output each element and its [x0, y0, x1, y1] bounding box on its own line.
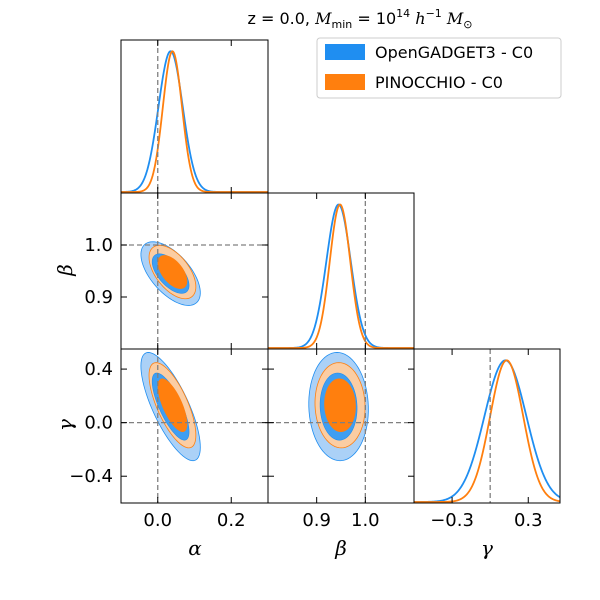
panel-frame — [267, 192, 415, 350]
x-tick-label-gamma: 0.3 — [514, 510, 543, 531]
contour-1sigma-pinocchio — [324, 378, 356, 433]
legend-label-pinocchio: PINOCCHIO - C0 — [375, 73, 503, 92]
panel-alpha-alpha — [120, 39, 269, 194]
marginal-curve-pinocchio — [414, 359, 560, 503]
y-tick-label-gamma: −0.4 — [69, 466, 113, 487]
panel-beta-gamma — [267, 348, 415, 504]
panel-content — [268, 193, 414, 349]
marginal-curve-opengadget3 — [268, 203, 414, 349]
panel-alpha-beta — [120, 192, 269, 350]
legend: OpenGADGET3 - C0 PINOCCHIO - C0 — [316, 37, 562, 99]
x-tick-label-beta: 0.9 — [302, 510, 331, 531]
panel-gamma-gamma — [413, 348, 561, 504]
marginal-curve-opengadget3 — [121, 50, 268, 193]
panel-frame — [413, 348, 561, 504]
contour-1sigma-pinocchio — [157, 378, 188, 433]
legend-box — [316, 37, 562, 99]
marginal-curve-pinocchio — [268, 203, 414, 349]
legend-swatch-pinocchio — [325, 74, 365, 90]
panels-group: 0.0 0.2 0.9 1.0 −0.3 0.3 0.9 1.0 −0.4 0.0 0.4 — [69, 39, 561, 531]
panel-content — [121, 193, 268, 349]
x-tick-label-beta: 1.0 — [351, 510, 380, 531]
panel-frame — [120, 192, 269, 350]
panel-content — [268, 349, 414, 503]
panel-beta-beta — [267, 192, 415, 350]
marginal-curve-pinocchio — [121, 50, 268, 193]
y-tick-label-beta: 1.0 — [84, 235, 113, 256]
panel-content — [121, 40, 268, 193]
y-tick-label-gamma: 0.4 — [84, 359, 113, 380]
legend-label-opengadget3: OpenGADGET3 - C0 — [375, 43, 533, 62]
x-tick-label-alpha: 0.0 — [143, 510, 172, 531]
x-axis-label-beta: β — [334, 536, 347, 560]
panel-alpha-gamma — [120, 348, 269, 504]
x-tick-label-gamma: −0.3 — [430, 510, 474, 531]
y-tick-label-beta: 0.9 — [84, 287, 113, 308]
y-tick-label-gamma: 0.0 — [84, 413, 113, 434]
y-axis-label-gamma: γ — [53, 419, 77, 431]
x-axis-label-gamma: γ — [481, 536, 493, 560]
y-axis-label-beta: β — [53, 264, 77, 277]
legend-swatch-opengadget3 — [325, 44, 365, 60]
contour-1sigma-pinocchio — [157, 255, 188, 289]
chart-title: z = 0.0, Mmin = 1014 h−1 M⊙ — [248, 7, 473, 31]
x-tick-label-alpha: 0.2 — [217, 510, 246, 531]
panel-content — [414, 349, 560, 503]
x-axis-label-alpha: α — [188, 536, 202, 560]
panel-content — [121, 349, 268, 503]
